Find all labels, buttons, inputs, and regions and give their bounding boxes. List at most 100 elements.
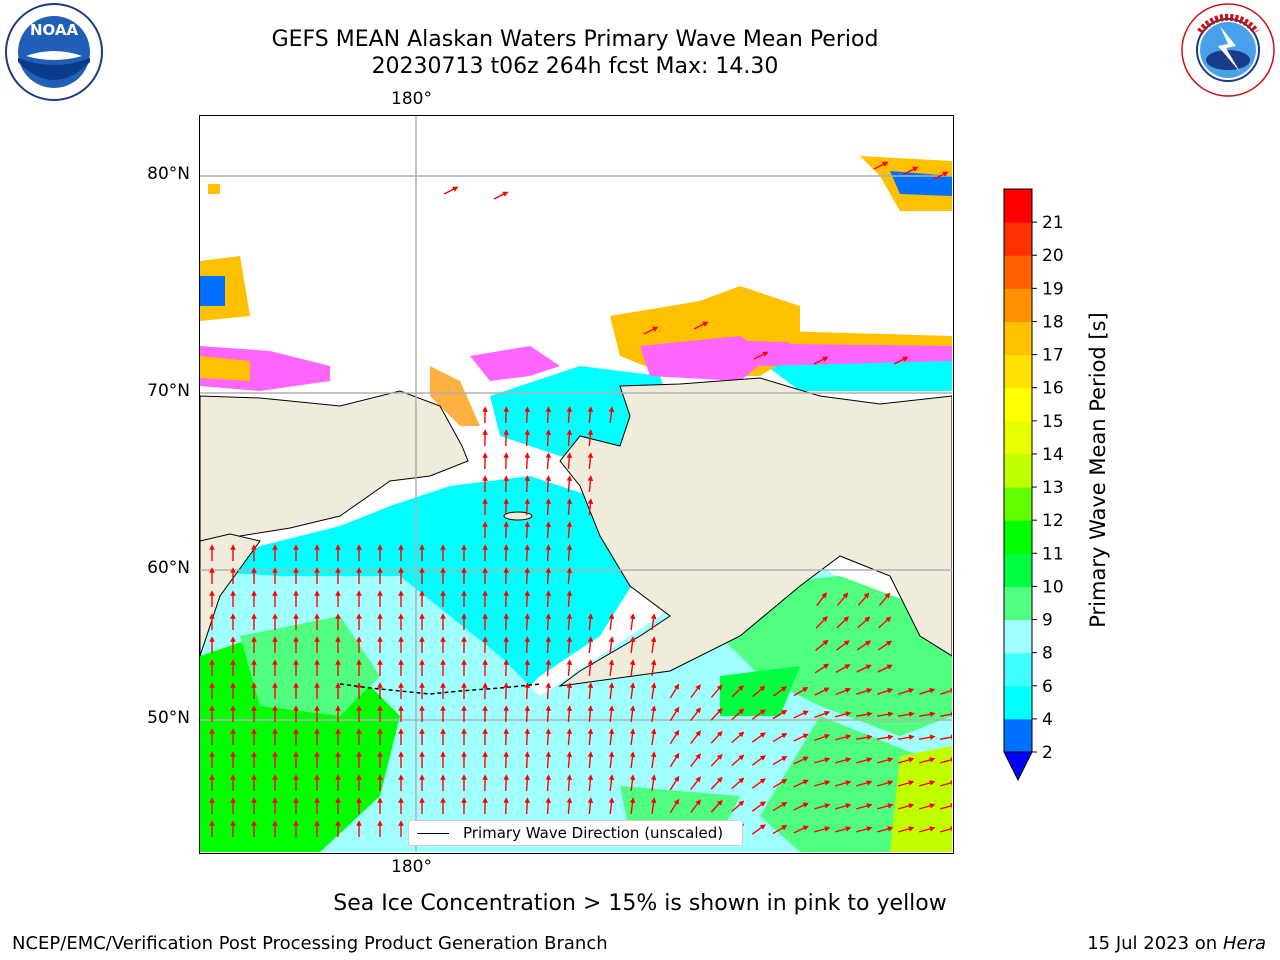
wave-arrow	[566, 728, 573, 746]
wave-arrow	[650, 797, 657, 815]
colorbar-block	[1004, 652, 1032, 687]
wave-arrow	[545, 498, 552, 516]
lat-label-70: 70°N	[147, 381, 190, 401]
noaa-logo: NOAA	[5, 3, 103, 101]
wave-arrow	[877, 640, 893, 651]
wave-arrow	[814, 826, 831, 833]
wave-arrow	[857, 616, 871, 629]
wave-arrow	[545, 544, 552, 562]
colorbar-block	[1004, 189, 1032, 223]
wave-arrow	[878, 592, 891, 606]
wave-arrow	[587, 728, 594, 746]
wave-arrow	[814, 780, 831, 787]
wave-arrow	[608, 728, 615, 746]
wave-arrow	[587, 797, 594, 815]
sea-ice-footnote: Sea Ice Concentration > 15% is shown in …	[333, 891, 947, 916]
wave-arrow	[690, 730, 701, 744]
wave-arrow	[587, 452, 594, 470]
wave-arrow	[731, 731, 745, 744]
wave-arrow	[898, 826, 915, 833]
wave-arrow	[731, 800, 745, 813]
colorbar-block	[1004, 553, 1032, 587]
nws-logo	[1181, 3, 1275, 97]
wave-arrow	[608, 774, 615, 792]
wave-arrow	[524, 567, 531, 585]
wave-direction-arrows	[209, 161, 953, 838]
wave-arrow	[815, 639, 829, 651]
wave-arrow	[587, 659, 594, 677]
wave-arrow	[751, 755, 766, 766]
colorbar-tick-label: 6	[1042, 677, 1053, 697]
colorbar-tick-label: 21	[1042, 213, 1064, 233]
wave-arrow	[629, 728, 636, 746]
wave-arrow	[873, 161, 889, 170]
wave-arrow	[524, 498, 531, 516]
wave-arrow	[772, 756, 788, 766]
wave-arrow	[608, 751, 615, 769]
wave-arrow	[751, 801, 766, 812]
wave-arrow	[608, 705, 615, 723]
wave-arrow	[940, 826, 953, 833]
wave-arrow	[814, 710, 831, 719]
legend-label: Primary Wave Direction (unscaled)	[463, 824, 724, 842]
colorbar-tick-label: 2	[1042, 743, 1053, 763]
wave-arrow	[524, 590, 531, 608]
colorbar-block	[1004, 420, 1032, 455]
footer-date: 15 Jul 2023 on Hera	[1087, 933, 1266, 954]
wave-arrow	[650, 728, 657, 746]
colorbar-tick-label: 10	[1042, 577, 1064, 597]
wave-arrow	[669, 706, 680, 722]
wave-arrow	[545, 590, 552, 608]
wave-arrow	[898, 780, 915, 787]
wave-arrow	[587, 406, 594, 424]
wave-arrow	[545, 567, 552, 585]
wave-arrow	[876, 711, 894, 718]
wave-arrow	[814, 687, 830, 696]
wave-arrow	[545, 705, 552, 723]
wave-arrow	[940, 803, 953, 810]
wave-arrow	[566, 429, 573, 447]
wave-arrow	[650, 705, 657, 723]
wave-arrow	[587, 636, 594, 654]
colorbar-tick-label: 11	[1042, 544, 1064, 564]
wave-arrow	[545, 452, 552, 470]
wave-arrow	[940, 757, 953, 764]
legend-line-icon	[417, 832, 449, 834]
wave-arrow	[690, 707, 701, 721]
wave-arrow	[903, 166, 919, 175]
wave-arrow	[545, 659, 552, 677]
wave-arrow	[587, 498, 594, 516]
wave-arrow	[587, 705, 594, 723]
wave-arrow	[566, 613, 573, 631]
wave-arrow	[587, 429, 594, 447]
wave-arrow	[731, 754, 745, 767]
colorbar-block	[1004, 222, 1032, 256]
wave-arrow	[669, 775, 680, 791]
wave-arrow	[545, 475, 552, 493]
wave-arrow	[835, 687, 852, 696]
wave-arrow	[608, 406, 615, 424]
wave-arrow	[793, 733, 809, 742]
wave-arrow	[524, 751, 531, 769]
wave-arrow	[793, 686, 809, 697]
wave-arrow	[566, 406, 573, 424]
wave-arrow	[629, 613, 636, 631]
wave-arrow	[731, 708, 745, 721]
wave-arrow	[524, 636, 531, 654]
map-panel	[199, 115, 954, 854]
wave-arrow	[566, 751, 573, 769]
wave-arrow	[566, 452, 573, 470]
wave-arrow	[587, 682, 594, 700]
footer-machine: Hera	[1222, 933, 1266, 954]
wave-arrow	[835, 734, 852, 741]
colorbar-block	[1004, 321, 1032, 356]
graticule	[200, 116, 952, 852]
wave-arrow	[835, 664, 851, 674]
wave-arrow	[669, 798, 680, 814]
chart-subtitle: 20230713 t06z 264h fcst Max: 14.30	[371, 54, 779, 79]
wave-arrow	[566, 475, 573, 493]
colorbar-tick-label: 15	[1042, 412, 1064, 432]
wave-arrow	[608, 797, 615, 815]
wave-arrow	[919, 688, 936, 695]
wave-arrow	[629, 682, 636, 700]
